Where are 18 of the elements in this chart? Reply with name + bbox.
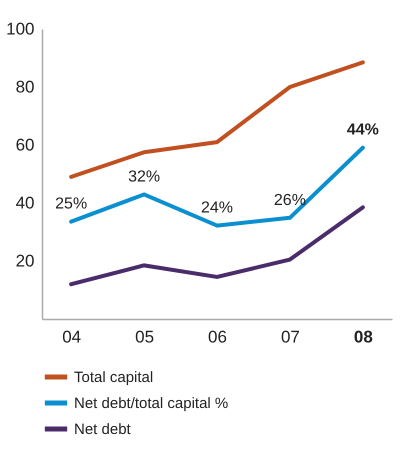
data-label: 32% [128,168,160,186]
x-tick-label: 04 [62,328,82,346]
y-tick-label: 100 [6,20,34,38]
data-label: 44% [346,122,379,139]
data-label: 26% [274,192,306,209]
data-label: 25% [55,196,88,213]
x-tick-label: 07 [280,328,300,346]
legend-label: Net debt/total capital % [74,395,228,412]
x-tick-label: 08 [354,328,373,346]
y-tick-label: 20 [16,252,34,270]
legend-label: Total capital [74,369,154,386]
x-tick-label: 05 [135,328,154,346]
data-label: 24% [200,200,234,217]
y-tick-label: 60 [16,136,34,154]
y-tick-label: 40 [16,194,34,212]
y-tick-label: 80 [16,78,34,96]
x-tick-label: 06 [208,328,227,346]
legend-label: Net debt [74,421,132,438]
